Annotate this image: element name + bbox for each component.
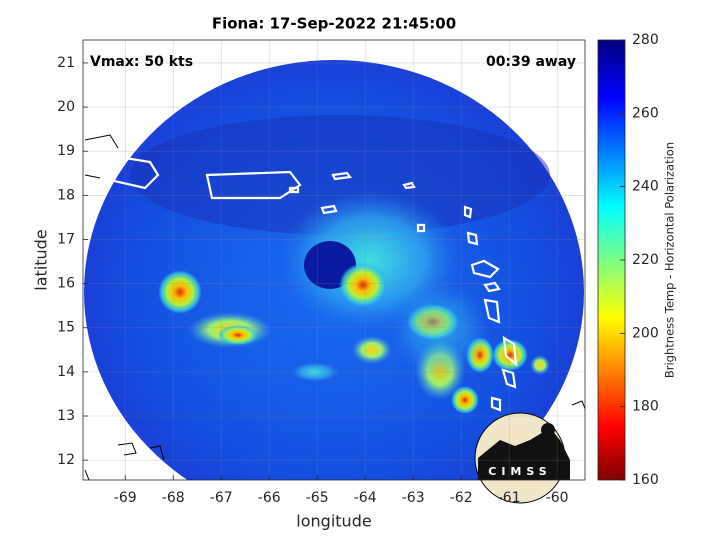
colorbar-tick-label: 160 bbox=[632, 472, 659, 488]
annotation: 00:39 away bbox=[486, 54, 576, 70]
colorbar-tick-label: 240 bbox=[632, 179, 659, 195]
y-tick-label: 16 bbox=[57, 276, 75, 292]
x-tick-label: -68 bbox=[162, 490, 185, 506]
axes-box bbox=[82, 39, 586, 481]
colorbar-tick-label: 260 bbox=[632, 105, 659, 121]
x-tick-label: -67 bbox=[210, 490, 233, 506]
x-axis-label: longitude bbox=[296, 512, 371, 531]
chart-title: Fiona: 17-Sep-2022 21:45:00 bbox=[212, 15, 456, 33]
y-tick-label: 15 bbox=[57, 320, 75, 336]
colorbar-tick-label: 200 bbox=[632, 325, 659, 341]
y-tick-label: 18 bbox=[57, 187, 75, 203]
x-tick-label: -61 bbox=[498, 490, 521, 506]
x-tick-label: -64 bbox=[354, 490, 377, 506]
y-tick-label: 14 bbox=[57, 364, 75, 380]
x-tick-label: -63 bbox=[402, 490, 425, 506]
y-tick-label: 13 bbox=[57, 408, 75, 424]
satellite-image bbox=[84, 60, 585, 480]
colorbar-label: Brightness Temp - Horizontal Polarizatio… bbox=[663, 142, 677, 378]
x-tick-label: -60 bbox=[546, 490, 569, 506]
x-tick-label: -65 bbox=[306, 490, 329, 506]
colorbar-tick-label: 220 bbox=[632, 252, 659, 268]
logo-text: CIMSS bbox=[488, 465, 551, 478]
y-tick-label: 20 bbox=[57, 99, 75, 115]
y-tick-label: 21 bbox=[57, 55, 75, 71]
y-axis-label: latitude bbox=[32, 229, 51, 290]
x-tick-label: -66 bbox=[258, 490, 281, 506]
colorbar-tick-label: 280 bbox=[632, 32, 659, 48]
y-tick-label: 17 bbox=[57, 231, 75, 247]
y-tick-label: 19 bbox=[57, 143, 75, 159]
annotation: Vmax: 50 kts bbox=[90, 54, 193, 70]
y-tick-label: 12 bbox=[57, 452, 75, 468]
x-tick-label: -62 bbox=[450, 490, 473, 506]
cimss-logo: CIMSS bbox=[474, 412, 570, 504]
colorbar-tick-label: 180 bbox=[632, 399, 659, 415]
x-tick-label: -69 bbox=[114, 490, 137, 506]
